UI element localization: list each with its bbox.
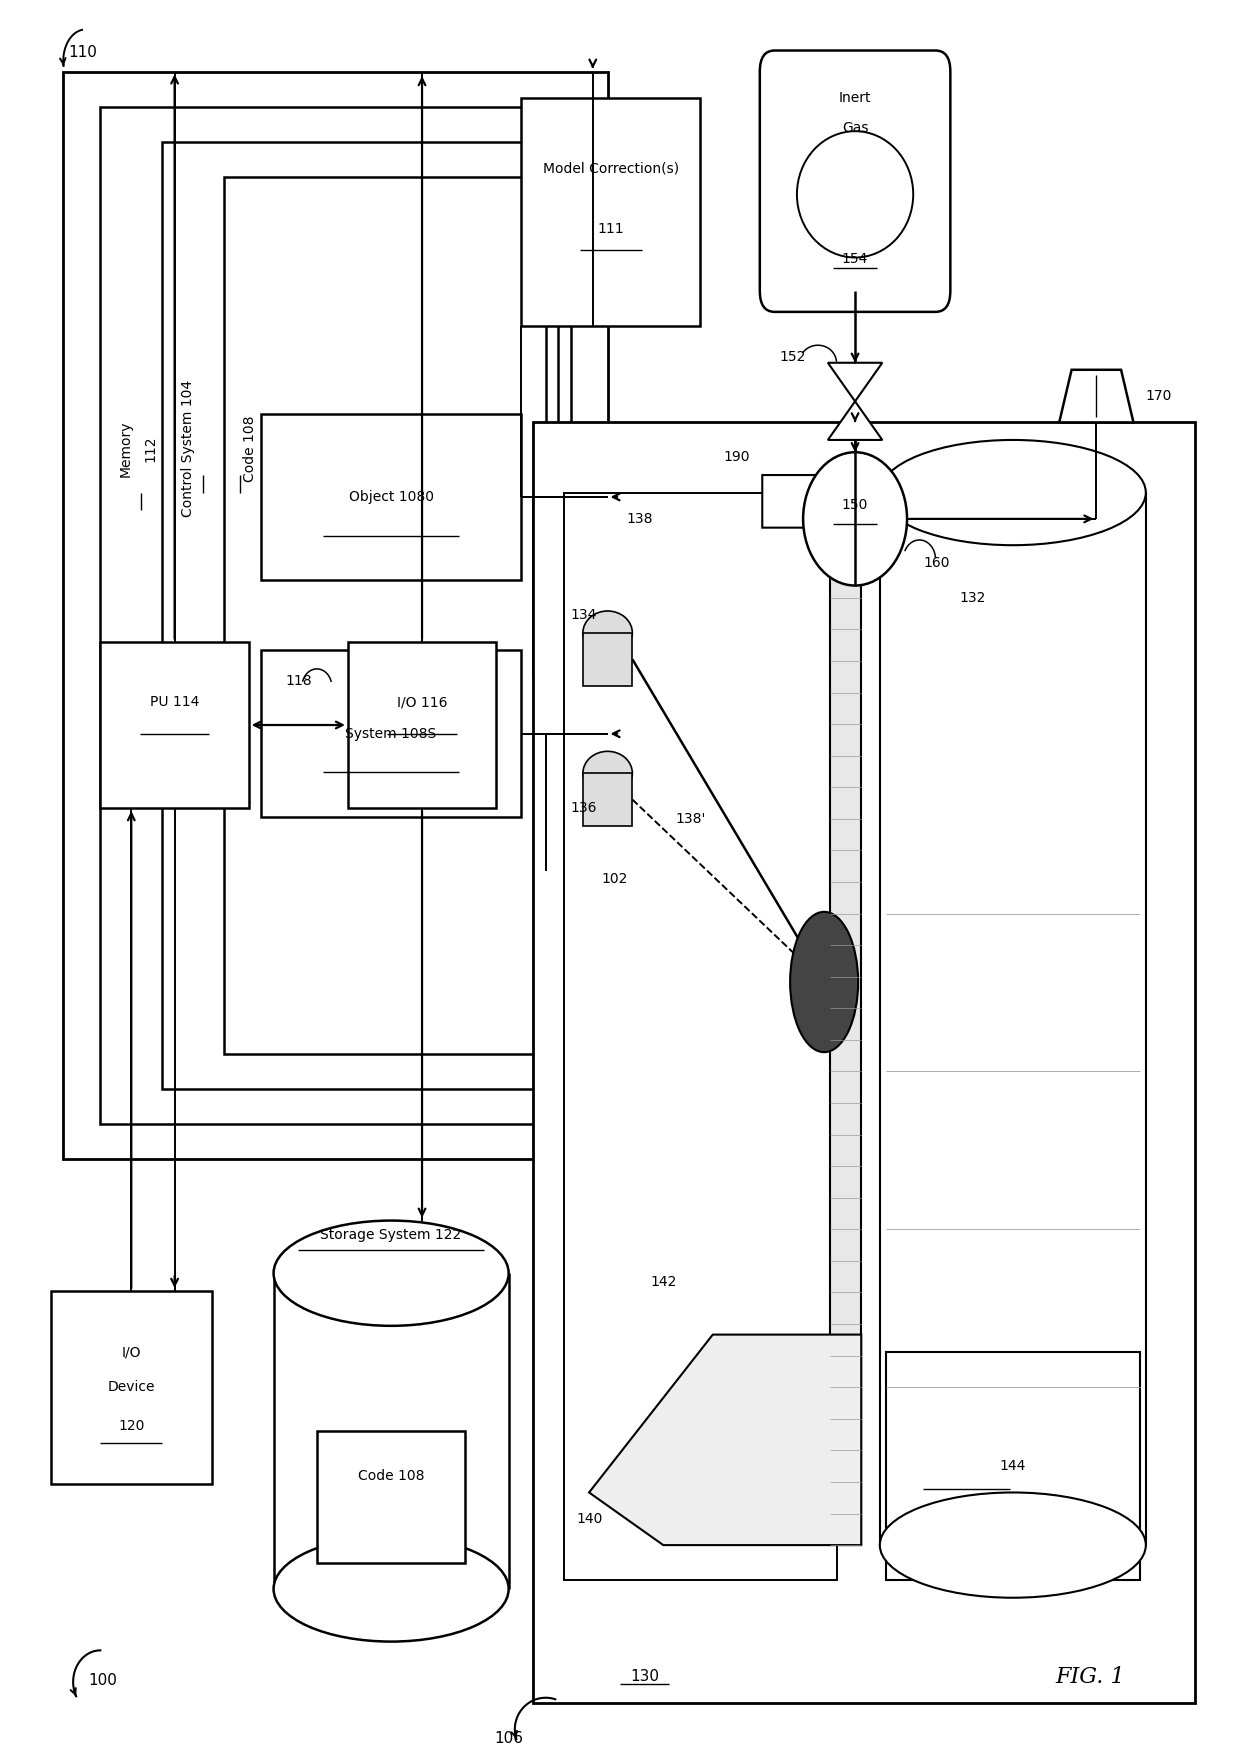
Text: 142: 142: [651, 1276, 677, 1290]
Bar: [880, 492, 1146, 1544]
Text: 112: 112: [144, 436, 157, 462]
Polygon shape: [1059, 369, 1133, 422]
Text: Model Correction(s): Model Correction(s): [543, 162, 678, 176]
Ellipse shape: [880, 439, 1146, 545]
Text: Memory: Memory: [119, 420, 133, 476]
Text: 144: 144: [999, 1458, 1025, 1472]
Bar: [100, 641, 249, 808]
Bar: [63, 72, 608, 1160]
Text: 134: 134: [570, 608, 596, 622]
Text: System 108S: System 108S: [346, 727, 436, 741]
Ellipse shape: [790, 912, 858, 1052]
Text: 150: 150: [842, 497, 868, 511]
Ellipse shape: [274, 1221, 508, 1327]
Text: 102: 102: [601, 871, 627, 886]
Text: 170: 170: [1146, 388, 1172, 402]
Ellipse shape: [583, 752, 632, 796]
Text: 160: 160: [923, 555, 950, 569]
Text: 130: 130: [630, 1669, 660, 1685]
Bar: [51, 1291, 212, 1483]
Polygon shape: [763, 474, 843, 527]
FancyBboxPatch shape: [760, 51, 950, 313]
Text: 120: 120: [118, 1420, 145, 1432]
Text: Code 108: Code 108: [243, 415, 257, 481]
Ellipse shape: [583, 611, 632, 655]
Text: FIG. 1: FIG. 1: [1055, 1666, 1125, 1688]
Bar: [533, 422, 1195, 1703]
Bar: [564, 492, 837, 1580]
Text: 140: 140: [577, 1511, 603, 1525]
Bar: [347, 641, 496, 808]
Polygon shape: [589, 1335, 862, 1544]
Text: 190: 190: [723, 450, 750, 464]
Ellipse shape: [804, 452, 906, 585]
Text: 138': 138': [676, 812, 706, 826]
Polygon shape: [828, 401, 883, 439]
Text: Gas: Gas: [842, 121, 868, 135]
Polygon shape: [828, 362, 883, 401]
Text: 111: 111: [598, 223, 624, 237]
Text: 118: 118: [285, 675, 311, 689]
Text: Inert: Inert: [838, 91, 872, 105]
Text: 106: 106: [495, 1731, 523, 1745]
Text: Storage System 122: Storage System 122: [320, 1228, 461, 1242]
Text: I/O 116: I/O 116: [397, 696, 448, 710]
Bar: [317, 1432, 465, 1562]
Text: 132: 132: [960, 590, 986, 604]
Text: 110: 110: [68, 46, 97, 60]
Text: 136: 136: [570, 801, 596, 815]
Bar: [831, 527, 862, 1544]
Bar: [521, 98, 701, 325]
Ellipse shape: [880, 1492, 1146, 1597]
Ellipse shape: [274, 1536, 508, 1641]
Bar: [583, 773, 632, 826]
Text: I/O: I/O: [122, 1346, 141, 1360]
Text: PU 114: PU 114: [150, 696, 200, 710]
Text: Object 1080: Object 1080: [348, 490, 434, 504]
Ellipse shape: [797, 132, 913, 258]
Bar: [583, 633, 632, 685]
Text: Code 108: Code 108: [358, 1469, 424, 1483]
Text: 152: 152: [779, 350, 806, 364]
Text: 154: 154: [842, 253, 868, 267]
Text: Device: Device: [108, 1381, 155, 1395]
Bar: [262, 413, 521, 580]
Bar: [224, 177, 546, 1054]
Bar: [262, 650, 521, 817]
Bar: [100, 107, 570, 1124]
Text: Control System 104: Control System 104: [181, 380, 195, 517]
Bar: [887, 1353, 1140, 1580]
Text: 100: 100: [88, 1673, 117, 1688]
Bar: [162, 142, 558, 1089]
Text: 138: 138: [626, 511, 652, 525]
